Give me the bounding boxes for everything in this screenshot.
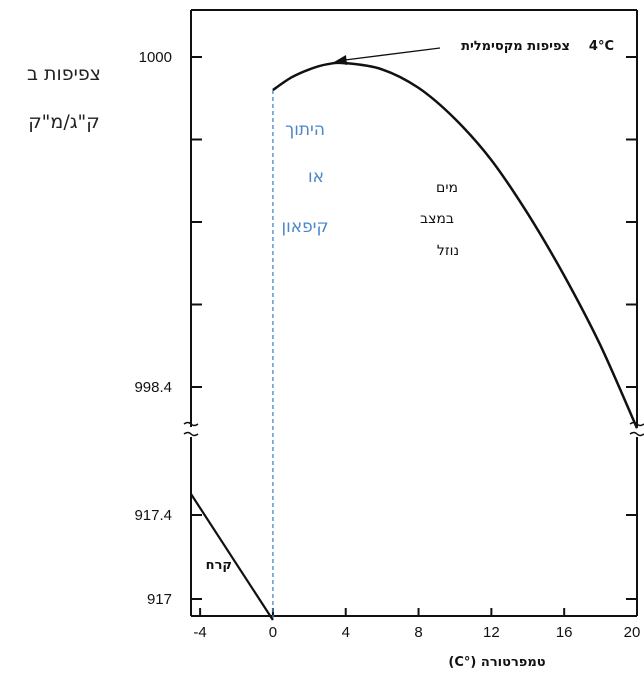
y-ticks: 1000 998.4 917.4 917	[134, 49, 637, 608]
water-label-line-1: מים	[436, 180, 458, 196]
melting-label-line-3: קיפאון	[281, 217, 328, 237]
x-tick-label: 20	[624, 624, 641, 641]
melting-label-line-2: או	[308, 167, 324, 187]
plot-frame	[190, 9, 638, 617]
y-tick-label: 998.4	[134, 379, 172, 396]
max-temp-label: 4°C	[589, 39, 614, 54]
max-density-arrow	[334, 47, 441, 65]
x-axis-label: טמפרטורה (°C)	[448, 655, 545, 670]
x-tick-label: 4	[342, 624, 350, 641]
water-label-line-3: נוזל	[437, 243, 459, 259]
y-tick-label: 917.4	[134, 507, 172, 524]
water-label-line-2: במצב	[420, 211, 454, 227]
x-tick-label: 16	[556, 624, 573, 641]
y-axis-label-line-2: ק"ג/מ"ק	[28, 111, 100, 133]
y-tick-label: 917	[147, 591, 172, 608]
x-tick-label: 12	[483, 624, 500, 641]
axis-break-left	[183, 421, 199, 437]
y-axis-label-line-1: צפיפות ב	[27, 63, 101, 85]
melting-label-line-1: היתוך	[285, 120, 325, 140]
axis-break-right	[629, 421, 644, 437]
max-density-label: צפיפות מקסימלית	[461, 39, 570, 54]
x-tick-label: 8	[414, 624, 422, 641]
x-ticks: -4 0 4 8 12 16 20	[193, 608, 640, 641]
x-tick-label: -4	[193, 624, 206, 641]
y-tick-label: 1000	[139, 49, 172, 66]
ice-label: קרח	[206, 558, 232, 573]
ice-density-line	[190, 493, 274, 621]
water-density-line	[272, 61, 639, 429]
x-tick-label: 0	[269, 624, 277, 641]
